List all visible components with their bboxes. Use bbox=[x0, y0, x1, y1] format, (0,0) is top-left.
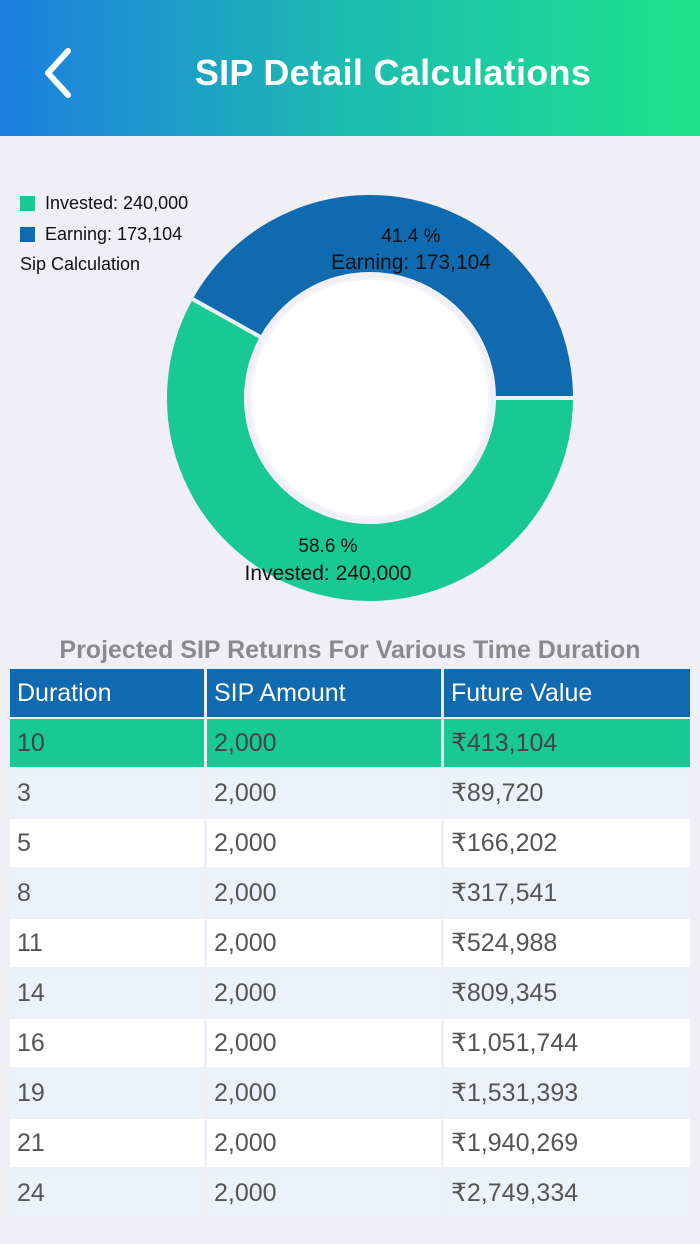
table-title: Projected SIP Returns For Various Time D… bbox=[59, 636, 641, 664]
chart-description: Sip Calculation bbox=[20, 254, 141, 274]
sip-amount-cell: 2,000 bbox=[207, 869, 444, 917]
slice-value-label-invested: Invested: 240,000 bbox=[245, 562, 412, 585]
future-value-cell: ₹809,345 bbox=[444, 969, 690, 1017]
future-value-cell: ₹524,988 bbox=[444, 919, 690, 967]
duration-cell: 10 bbox=[10, 719, 207, 767]
future-value-cell: ₹166,202 bbox=[444, 819, 690, 867]
back-button[interactable] bbox=[28, 42, 88, 108]
table-row[interactable]: 21 2,000 ₹1,940,269 bbox=[10, 1119, 690, 1169]
table-row[interactable]: 5 2,000 ₹166,202 bbox=[10, 819, 690, 869]
table-row[interactable]: 11 2,000 ₹524,988 bbox=[10, 919, 690, 969]
sip-amount-cell: 2,000 bbox=[207, 969, 444, 1017]
duration-cell: 14 bbox=[10, 969, 207, 1017]
duration-cell: 8 bbox=[10, 869, 207, 917]
slice-earning[interactable] bbox=[188, 191, 578, 400]
sip-amount-cell: 2,000 bbox=[207, 719, 444, 767]
chevron-left-icon bbox=[38, 45, 78, 106]
sip-amount-cell: 2,000 bbox=[207, 919, 444, 967]
sip-amount-cell: 2,000 bbox=[207, 819, 444, 867]
future-value-cell: ₹89,720 bbox=[444, 769, 690, 817]
table-row[interactable]: 10 2,000 ₹413,104 bbox=[10, 719, 690, 769]
legend-item-earning: Earning: 173,104 bbox=[20, 219, 188, 250]
future-value-cell: ₹1,051,744 bbox=[444, 1019, 690, 1067]
future-value-cell: ₹413,104 bbox=[444, 719, 690, 767]
duration-cell: 3 bbox=[10, 769, 207, 817]
sip-amount-cell: 2,000 bbox=[207, 1069, 444, 1117]
duration-cell: 5 bbox=[10, 819, 207, 867]
legend-swatch-invested bbox=[20, 196, 35, 211]
duration-cell: 11 bbox=[10, 919, 207, 967]
duration-cell: 19 bbox=[10, 1069, 207, 1117]
table-row[interactable]: 19 2,000 ₹1,531,393 bbox=[10, 1069, 690, 1119]
returns-table: Duration SIP Amount Future Value 10 2,000… bbox=[10, 669, 690, 1219]
legend-label-invested: Invested: 240,000 bbox=[45, 193, 189, 213]
duration-cell: 21 bbox=[10, 1119, 207, 1167]
future-value-cell: ₹317,541 bbox=[444, 869, 690, 917]
table-row[interactable]: 3 2,000 ₹89,720 bbox=[10, 769, 690, 819]
header-future-value: Future Value bbox=[444, 669, 690, 717]
legend-swatch-earning bbox=[20, 227, 35, 242]
page-title: SIP Detail Calculations bbox=[194, 52, 592, 93]
header-sip-amount: SIP Amount bbox=[207, 669, 444, 717]
app-header: SIP Detail Calculations bbox=[0, 0, 700, 136]
legend-label-earning: Earning: 173,104 bbox=[45, 224, 183, 244]
slice-percent-label-invested: 58.6 % bbox=[298, 536, 357, 557]
chart-legend: Invested: 240,000 Earning: 173,104 Sip C… bbox=[20, 188, 188, 275]
duration-cell: 16 bbox=[10, 1019, 207, 1067]
sip-amount-cell: 2,000 bbox=[207, 769, 444, 817]
table-row[interactable]: 24 2,000 ₹2,749,334 bbox=[10, 1169, 690, 1219]
slice-percent-label-earning: 41.4 % bbox=[381, 226, 440, 247]
sip-amount-cell: 2,000 bbox=[207, 1019, 444, 1067]
donut-chart: 58.6 % Invested: 240,000 41.4 % Earning: 17… bbox=[0, 150, 700, 630]
table-row[interactable]: 8 2,000 ₹317,541 bbox=[10, 869, 690, 919]
future-value-cell: ₹2,749,334 bbox=[444, 1169, 690, 1217]
sip-amount-cell: 2,000 bbox=[207, 1119, 444, 1167]
legend-item-invested: Invested: 240,000 bbox=[20, 188, 188, 219]
table-row[interactable]: 16 2,000 ₹1,051,744 bbox=[10, 1019, 690, 1069]
table-header-row: Duration SIP Amount Future Value bbox=[10, 669, 690, 719]
header-duration: Duration bbox=[10, 669, 207, 717]
future-value-cell: ₹1,531,393 bbox=[444, 1069, 690, 1117]
table-body: 10 2,000 ₹413,104 3 2,000 ₹89,720 5 2,000 ₹166,2… bbox=[10, 719, 690, 1219]
sip-amount-cell: 2,000 bbox=[207, 1169, 444, 1217]
slice-value-label-earning: Earning: 173,104 bbox=[331, 251, 491, 274]
donut-chart-svg: 58.6 % Invested: 240,000 41.4 % Earning: 17… bbox=[163, 191, 578, 605]
slice-invested[interactable] bbox=[163, 295, 578, 605]
duration-cell: 24 bbox=[10, 1169, 207, 1217]
donut-hole bbox=[252, 280, 488, 516]
table-row[interactable]: 14 2,000 ₹809,345 bbox=[10, 969, 690, 1019]
future-value-cell: ₹1,940,269 bbox=[444, 1119, 690, 1167]
